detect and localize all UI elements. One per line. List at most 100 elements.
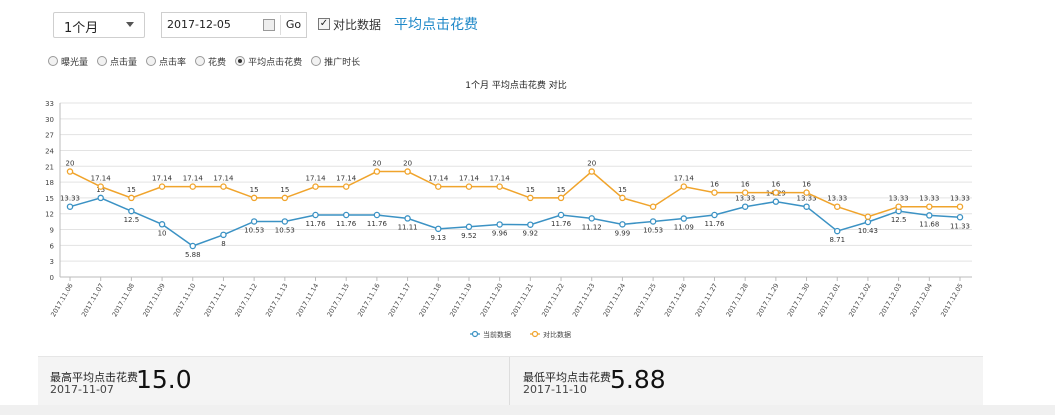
data-point xyxy=(588,215,595,222)
data-label: 13.33 xyxy=(827,195,847,203)
data-label: 17.14 xyxy=(213,175,234,183)
data-label: 17.14 xyxy=(336,175,357,183)
data-label: 13.33 xyxy=(950,195,970,203)
metric-radio-5[interactable]: 推广时长 xyxy=(311,53,360,69)
data-point xyxy=(772,189,780,196)
data-point xyxy=(128,207,135,215)
x-tick-label: 2017.11.06 xyxy=(49,282,75,318)
data-point xyxy=(66,168,74,175)
data-point xyxy=(404,215,411,222)
x-tick-label: 2017.11.21 xyxy=(510,282,536,318)
data-label: 11.68 xyxy=(919,220,939,228)
data-point xyxy=(66,203,74,210)
data-label: 8.71 xyxy=(829,236,845,244)
data-point xyxy=(803,203,810,210)
period-select-value: 1个月 xyxy=(64,21,99,36)
data-label: 16 xyxy=(802,181,811,189)
data-point xyxy=(97,194,104,202)
data-label: 15 xyxy=(526,186,535,194)
data-point xyxy=(926,203,933,210)
series-line-0 xyxy=(69,197,961,247)
legend-marker xyxy=(471,330,479,338)
data-point xyxy=(312,183,319,190)
go-button[interactable]: Go xyxy=(280,15,306,35)
data-label: 9.52 xyxy=(461,232,477,240)
y-tick-label: 30 xyxy=(45,116,54,124)
chevron-down-icon xyxy=(126,22,134,27)
data-label: 11.11 xyxy=(398,223,418,231)
data-point xyxy=(711,189,718,196)
data-label: 9.13 xyxy=(430,234,446,242)
x-tick-label: 2017.12.03 xyxy=(878,282,904,318)
data-point xyxy=(435,225,442,233)
data-label: 17.14 xyxy=(152,175,173,183)
data-point xyxy=(527,221,534,228)
metric-radio-1[interactable]: 点击量 xyxy=(97,53,137,69)
data-point xyxy=(772,198,780,205)
y-tick-label: 3 xyxy=(50,258,54,266)
max-stat-date: 2017-11-07 xyxy=(50,383,114,396)
data-point xyxy=(189,183,197,190)
series-line-1 xyxy=(69,170,960,218)
data-point xyxy=(649,218,657,225)
data-point xyxy=(803,189,810,196)
metric-radio-label: 曝光量 xyxy=(61,57,89,68)
data-point xyxy=(250,194,258,202)
x-tick-label: 2017.11.23 xyxy=(571,282,597,318)
x-tick-label: 2017.12.04 xyxy=(909,282,935,318)
y-tick-label: 15 xyxy=(45,195,54,203)
data-label: 10.53 xyxy=(275,226,295,234)
period-select[interactable]: 1个月 xyxy=(53,12,145,38)
legend-label: 当前数据 xyxy=(483,330,511,339)
data-label: 15 xyxy=(250,186,259,194)
metric-radio-4[interactable]: 平均点击花费 xyxy=(235,53,302,69)
metric-radio-label: 平均点击花费 xyxy=(248,57,303,68)
data-point xyxy=(465,183,473,190)
compare-checkbox[interactable]: ✓ xyxy=(318,18,330,30)
metric-radio-group: 曝光量 点击量 点击率 花费 平均点击花费 推广时长 xyxy=(48,53,369,69)
data-point xyxy=(680,215,688,222)
data-point xyxy=(312,211,319,219)
x-tick-label: 2017.11.12 xyxy=(233,282,259,318)
data-point xyxy=(557,211,565,219)
data-point xyxy=(158,183,166,190)
data-point xyxy=(220,231,227,239)
min-stat-value: 5.88 xyxy=(610,365,666,394)
data-label: 20 xyxy=(66,160,75,168)
min-stat-date: 2017-11-10 xyxy=(523,383,587,396)
x-tick-label: 2017.11.15 xyxy=(325,282,351,318)
calendar-icon[interactable] xyxy=(263,19,275,31)
x-tick-label: 2017.11.22 xyxy=(540,282,566,318)
radio-dot[interactable] xyxy=(195,56,206,66)
toolbar: 1个月 2017-12-05 Go ✓ 对比数据 平均点击花费 xyxy=(0,0,1055,48)
metric-link[interactable]: 平均点击花费 xyxy=(394,17,478,33)
data-point xyxy=(741,203,749,210)
data-label: 10 xyxy=(158,229,167,237)
y-tick-label: 24 xyxy=(45,147,54,155)
radio-dot[interactable] xyxy=(235,56,246,66)
compare-label: 对比数据 xyxy=(333,18,382,32)
chart-title: 1个月 平均点击花费 对比 xyxy=(465,79,566,91)
x-tick-label: 2017.11.24 xyxy=(602,282,628,318)
data-label: 9.99 xyxy=(615,229,631,237)
radio-dot[interactable] xyxy=(146,56,157,66)
x-tick-label: 2017.11.17 xyxy=(387,282,413,318)
data-label: 13.33 xyxy=(919,195,939,203)
data-label: 8 xyxy=(221,240,225,248)
x-tick-label: 2017.12.05 xyxy=(939,282,965,318)
radio-dot[interactable] xyxy=(311,56,322,66)
date-field[interactable]: 2017-12-05 Go xyxy=(161,12,307,38)
data-label: 11.76 xyxy=(551,220,572,228)
data-point xyxy=(496,183,503,190)
metric-radio-3[interactable]: 花费 xyxy=(195,53,226,69)
metric-radio-label: 花费 xyxy=(208,57,227,68)
data-point xyxy=(557,194,565,202)
metric-radio-0[interactable]: 曝光量 xyxy=(48,53,88,69)
metric-radio-2[interactable]: 点击率 xyxy=(146,53,186,69)
x-tick-label: 2017.11.09 xyxy=(141,282,167,318)
x-tick-label: 2017.11.27 xyxy=(694,282,720,318)
radio-dot[interactable] xyxy=(97,56,108,66)
data-point xyxy=(373,211,381,219)
radio-dot[interactable] xyxy=(48,56,58,66)
data-point xyxy=(956,214,964,221)
